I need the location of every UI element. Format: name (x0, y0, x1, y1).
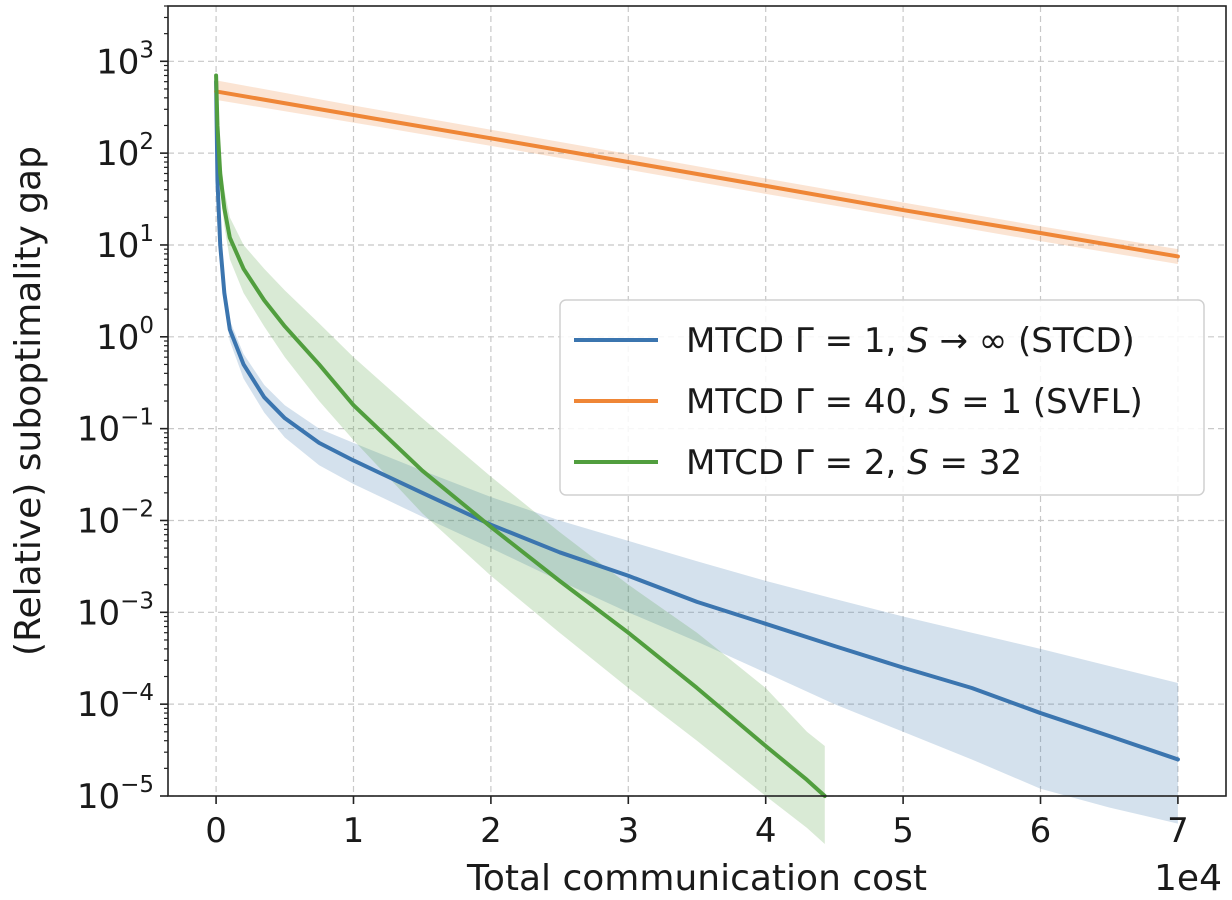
x-tick-label: 7 (1167, 811, 1189, 851)
series-line-3 (214, 73, 827, 798)
y-axis-label: (Relative) suboptimality gap (8, 146, 49, 656)
y-tick-label: 100 (96, 313, 154, 358)
x-tick-labels: 0 1 2 3 4 5 6 7 (205, 811, 1188, 851)
y-tick-label: 103 (96, 37, 154, 82)
legend-label-1: MTCD Γ = 1, S → ∞ (STCD) (686, 321, 1135, 361)
series-line-2 (214, 89, 1180, 259)
x-axis-label: Total communication cost (466, 858, 927, 899)
series-band-3 (216, 72, 825, 845)
legend-label-3: MTCD Γ = 2, S = 32 (686, 443, 1022, 483)
legend-label-2: MTCD Γ = 40, S = 1 (SVFL) (686, 382, 1143, 422)
y-tick-label: 10−1 (77, 405, 154, 450)
y-tick-label: 10−4 (77, 680, 154, 725)
y-tick-label: 10−2 (77, 496, 154, 541)
x-tick-label: 2 (480, 811, 502, 851)
y-tick-label: 101 (96, 221, 154, 266)
x-tick-label: 0 (205, 811, 227, 851)
x-tick-label: 3 (617, 811, 639, 851)
x-axis-scale-label: 1e4 (1154, 858, 1222, 899)
y-tick-label: 102 (96, 129, 154, 174)
x-tick-label: 5 (892, 811, 914, 851)
x-tick-label: 1 (343, 811, 365, 851)
series-lines (214, 73, 1180, 798)
legend: MTCD Γ = 1, S → ∞ (STCD) MTCD Γ = 40, S =… (559, 299, 1205, 496)
axis-ticks (160, 5, 1179, 804)
x-tick-label: 4 (755, 811, 777, 851)
series-line-1 (214, 79, 1180, 762)
y-tick-label: 10−3 (77, 588, 154, 633)
series-band-1 (216, 78, 1178, 824)
x-tick-label: 6 (1030, 811, 1052, 851)
y-tick-label: 10−5 (77, 772, 154, 817)
legend-frame (559, 299, 1205, 496)
y-tick-labels: 103 102 101 100 10−1 10−2 10−3 10−4 10−5 (77, 37, 154, 817)
